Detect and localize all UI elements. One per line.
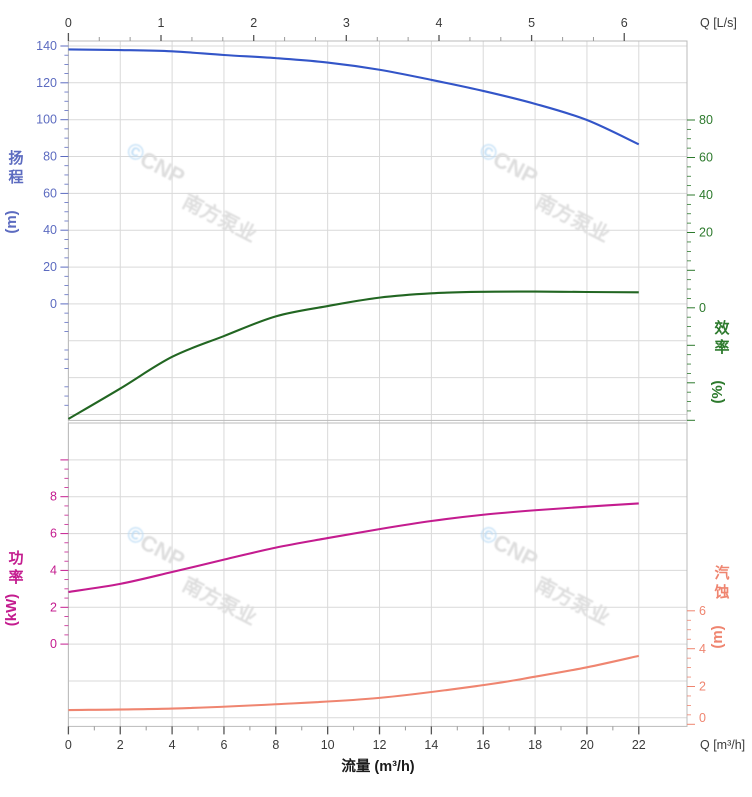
svg-text:0: 0 — [50, 297, 57, 311]
svg-text:6: 6 — [621, 16, 628, 30]
svg-text:Q [L/s]: Q [L/s] — [700, 16, 737, 30]
svg-text:0: 0 — [65, 16, 72, 30]
svg-text:Q [m³/h]: Q [m³/h] — [700, 738, 745, 752]
svg-text:5: 5 — [528, 16, 535, 30]
svg-text:(m): (m) — [3, 210, 20, 233]
svg-text:3: 3 — [343, 16, 350, 30]
svg-text:6: 6 — [220, 738, 227, 752]
svg-text:20: 20 — [699, 226, 713, 240]
svg-text:0: 0 — [65, 738, 72, 752]
svg-text:8: 8 — [50, 490, 57, 504]
svg-text:40: 40 — [43, 223, 57, 237]
svg-text:流量 (m³/h): 流量 (m³/h) — [341, 757, 414, 775]
svg-text:效: 效 — [714, 319, 730, 337]
svg-text:率: 率 — [8, 568, 23, 586]
svg-text:(m): (m) — [709, 625, 726, 648]
svg-text:20: 20 — [580, 738, 594, 752]
svg-text:(%): (%) — [709, 380, 726, 403]
svg-text:100: 100 — [36, 113, 57, 127]
svg-text:40: 40 — [699, 188, 713, 202]
svg-text:60: 60 — [43, 186, 57, 200]
svg-text:0: 0 — [699, 711, 706, 725]
svg-text:18: 18 — [528, 738, 542, 752]
svg-text:程: 程 — [8, 169, 23, 186]
svg-text:14: 14 — [424, 738, 438, 752]
svg-text:140: 140 — [36, 39, 57, 53]
svg-text:6: 6 — [50, 527, 57, 541]
svg-text:20: 20 — [43, 260, 57, 274]
svg-text:蚀: 蚀 — [713, 583, 729, 601]
svg-text:4: 4 — [699, 642, 706, 656]
svg-text:22: 22 — [632, 738, 646, 752]
svg-text:10: 10 — [321, 738, 335, 752]
svg-text:2: 2 — [250, 16, 257, 30]
svg-text:率: 率 — [714, 338, 729, 356]
svg-text:12: 12 — [373, 738, 387, 752]
svg-text:4: 4 — [436, 16, 443, 30]
svg-text:2: 2 — [117, 738, 124, 752]
svg-text:80: 80 — [43, 150, 57, 164]
svg-text:(kW): (kW) — [3, 594, 20, 627]
svg-text:2: 2 — [699, 680, 706, 694]
svg-text:1: 1 — [158, 16, 165, 30]
svg-text:汽: 汽 — [714, 564, 729, 582]
svg-text:0: 0 — [699, 301, 706, 315]
svg-text:60: 60 — [699, 151, 713, 165]
svg-text:16: 16 — [476, 738, 490, 752]
svg-text:4: 4 — [50, 563, 57, 577]
svg-text:6: 6 — [699, 604, 706, 618]
svg-text:扬: 扬 — [8, 149, 23, 167]
svg-text:8: 8 — [272, 738, 279, 752]
svg-text:120: 120 — [36, 76, 57, 90]
svg-text:0: 0 — [50, 637, 57, 651]
svg-text:4: 4 — [169, 738, 176, 752]
svg-text:功: 功 — [8, 550, 23, 567]
svg-text:2: 2 — [50, 600, 57, 614]
svg-text:80: 80 — [699, 113, 713, 127]
